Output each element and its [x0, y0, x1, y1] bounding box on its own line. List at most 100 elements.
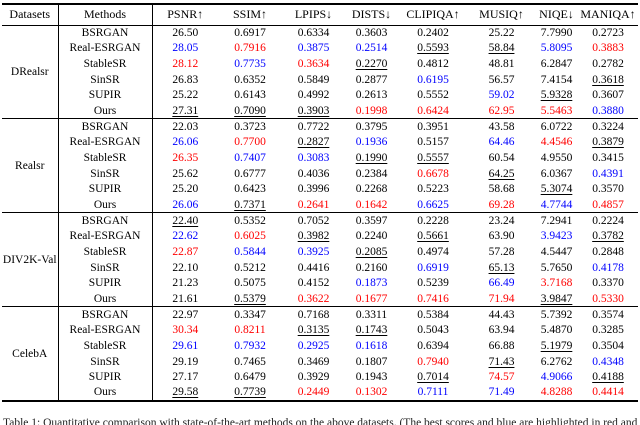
metric-cell: 5.1979: [540, 339, 573, 352]
metric-cell: 0.5330: [592, 292, 624, 305]
metric-cell: 0.3135: [297, 324, 330, 337]
metric-cell: 57.28: [488, 246, 515, 259]
metric-cell: 26.50: [172, 27, 199, 40]
metric-cell: 5.8095: [540, 42, 573, 55]
metric-cell: 0.1677: [355, 292, 388, 305]
metric-cell: 0.6777: [234, 167, 266, 180]
table-caption-clipped: Table 1: Quantitative comparison with st…: [3, 417, 637, 425]
metric-cell: 0.7735: [234, 58, 266, 71]
metric-cell: 71.94: [488, 292, 515, 305]
metric-cell: 29.58: [172, 386, 199, 399]
metric-cell: 0.6025: [234, 230, 266, 243]
metric-cell: 0.2224: [578, 212, 638, 229]
metric-cell: 0.1936: [355, 136, 388, 149]
table-row: StableSR 29.61 0.7932 0.2925 0.1618 0.6394 66.…: [2, 338, 638, 354]
metric-cell: 27.31: [172, 104, 199, 117]
column-header-ssim: SSIM↑: [218, 4, 282, 26]
metric-cell: 0.6394: [417, 339, 449, 352]
metric-cell: 43.58: [468, 118, 535, 135]
metric-cell: 26.35: [172, 152, 199, 165]
dataset-label: Realsr: [2, 118, 58, 213]
metric-cell: 0.6195: [417, 73, 449, 86]
metric-cell: 28.12: [172, 58, 199, 71]
metric-cell: 0.7465: [234, 355, 266, 368]
metric-cell: 0.5075: [234, 277, 266, 290]
metric-cell: 0.3607: [592, 89, 624, 102]
metric-cell: 0.7014: [417, 371, 449, 384]
metric-cell: 0.4178: [592, 261, 624, 274]
table-row: DRealsr BSRGAN 26.50 0.6917 0.6334 0.3603 0.24…: [2, 25, 638, 78]
metric-cell: 0.1302: [355, 386, 388, 399]
metric-cell: 62.95: [488, 104, 515, 117]
metric-cell: 63.90: [488, 230, 515, 243]
metric-cell: 0.6423: [234, 183, 266, 196]
metric-cell: 0.7111: [417, 386, 449, 399]
metric-cell: 28.05: [172, 42, 199, 55]
table-row: SUPIR 21.23 0.5075 0.4152 0.1873 0.5239 66.49 3…: [2, 275, 638, 292]
metric-cell: 4.9066: [540, 371, 573, 384]
table-row: SinSR 29.19 0.7465 0.3469 0.1807 0.7940 71.43 6…: [2, 353, 638, 370]
metric-cell: 0.5384: [398, 306, 468, 323]
method-label: Real-ESRGAN: [57, 322, 153, 339]
metric-cell: 22.10: [172, 261, 199, 274]
dataset-label: DRealsr: [10, 65, 49, 78]
metric-cell: 6.2847: [540, 58, 573, 71]
metric-cell: 44.43: [468, 306, 535, 323]
metric-cell: 22.62: [172, 230, 199, 243]
metric-cell: 63.94: [488, 324, 515, 337]
metric-cell: 66.49: [488, 277, 515, 290]
metric-cell: 4.9550: [540, 152, 573, 165]
method-label: BSRGAN: [57, 25, 153, 41]
metric-cell: 5.9328: [540, 89, 573, 102]
metric-cell: 0.2613: [355, 89, 388, 102]
metric-cell: 0.4812: [417, 58, 449, 71]
metric-cell: 0.5239: [417, 277, 449, 290]
metric-cell: 0.3929: [297, 371, 330, 384]
metric-cell: 5.7650: [540, 261, 573, 274]
metric-cell: 7.2941: [535, 212, 578, 229]
table-row: CelebA BSRGAN 22.97 0.3347 0.7168 0.3311 0.538…: [2, 306, 638, 401]
metric-cell: 0.6352: [234, 73, 266, 86]
method-label: SinSR: [57, 353, 153, 370]
method-label: SUPIR: [57, 369, 153, 386]
metric-cell: 0.3925: [297, 246, 330, 259]
metric-cell: 0.6334: [297, 27, 330, 40]
metric-cell: 0.2848: [592, 246, 624, 259]
metric-cell: 7.4154: [540, 73, 573, 86]
metric-cell: 30.34: [172, 324, 199, 337]
metric-cell: 0.3285: [592, 324, 624, 337]
metric-cell: 0.3469: [297, 355, 330, 368]
metric-cell: 0.7090: [234, 104, 266, 117]
dataset-label: CelebA: [2, 306, 58, 401]
metric-cell: 21.61: [172, 292, 199, 305]
metric-cell: 0.5043: [417, 324, 449, 337]
metric-cell: 0.4188: [592, 371, 624, 384]
metric-cell: 0.3982: [297, 230, 330, 243]
table-row: StableSR 28.12 0.7735 0.3634 0.2270 0.4812 48.…: [2, 56, 638, 72]
column-header-clipiqa: CLIPIQA↑: [398, 4, 468, 26]
metric-cell: 0.3996: [297, 183, 330, 196]
metric-cell: 3.7168: [540, 277, 573, 290]
metric-cell: 0.6479: [234, 371, 266, 384]
results-table: Datasets Methods PSNR↑ SSIM↑ LPIPS↓ DISTS↓ CLI…: [2, 3, 638, 402]
method-label: BSRGAN: [57, 118, 153, 135]
metric-cell: 0.4152: [297, 277, 330, 290]
metric-cell: 66.88: [488, 339, 515, 352]
table-row: Ours 27.31 0.7090 0.3903 0.1998 0.6424 62.95 5.…: [2, 103, 638, 119]
metric-cell: 5.7392: [535, 306, 578, 323]
method-label: SinSR: [57, 71, 153, 88]
metric-cell: 0.7700: [234, 136, 266, 149]
column-header-psnr: PSNR↑: [152, 4, 218, 26]
metric-cell: 56.57: [488, 73, 515, 86]
method-label: Ours: [57, 385, 153, 401]
metric-cell: 0.3875: [297, 42, 330, 55]
metric-cell: 0.1743: [355, 324, 388, 337]
metric-cell: 0.2782: [592, 58, 624, 71]
metric-cell: 27.17: [172, 371, 199, 384]
metric-cell: 7.7990: [540, 27, 573, 40]
metric-cell: 5.5463: [540, 104, 573, 117]
metric-cell: 22.03: [152, 118, 218, 135]
metric-cell: 0.3370: [592, 277, 624, 290]
method-label: Real-ESRGAN: [57, 228, 153, 245]
metric-cell: 0.2270: [355, 58, 388, 71]
